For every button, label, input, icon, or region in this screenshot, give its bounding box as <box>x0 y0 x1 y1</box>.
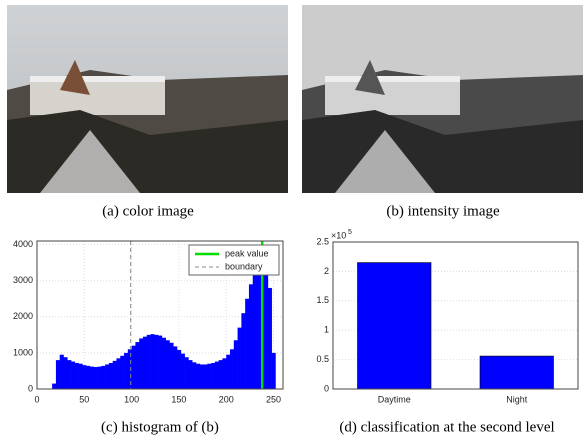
histogram-bar <box>132 346 136 389</box>
histogram-bar <box>154 335 158 389</box>
caption: (d) classification at the second level <box>339 419 554 435</box>
histogram-bar <box>204 364 208 389</box>
histogram-bar <box>166 340 170 389</box>
legend-label: boundary <box>225 261 263 271</box>
histogram-bar <box>128 349 132 389</box>
histogram-bar <box>177 350 181 389</box>
caption: (b) intensity image <box>386 203 500 219</box>
histogram-bar <box>222 358 226 389</box>
histogram-bar <box>173 346 177 389</box>
y-tick-label: 0 <box>28 383 33 393</box>
histogram-bar <box>143 337 147 389</box>
y-offset-power: 5 <box>348 229 352 236</box>
histogram-bar <box>257 259 261 389</box>
histogram-bar <box>162 338 166 389</box>
y-tick-label: 1000 <box>13 347 33 357</box>
y-tick-label: 2 <box>324 266 329 276</box>
histogram-bar <box>268 288 272 389</box>
histogram-bar <box>52 384 56 389</box>
histogram-bar <box>211 363 215 389</box>
x-tick-label: 100 <box>124 394 139 404</box>
bar <box>480 356 554 389</box>
y-tick-label: 0 <box>324 383 329 393</box>
histogram-bar <box>215 362 219 389</box>
histogram-bar <box>151 334 155 389</box>
histogram-bar <box>234 340 238 389</box>
y-tick-label: 0.5 <box>316 354 329 364</box>
histogram-bar <box>196 364 200 389</box>
y-offset-base: ×10 <box>331 230 346 240</box>
histogram-bar <box>147 335 151 389</box>
histogram-bar <box>249 284 253 389</box>
histogram-bar <box>101 366 105 389</box>
histogram-bar <box>60 355 64 389</box>
x-tick-label: Daytime <box>378 394 411 404</box>
histogram-bar <box>135 342 139 389</box>
y-tick-label: 2000 <box>13 311 33 321</box>
histogram-bar <box>67 360 71 389</box>
histogram-bar <box>219 360 223 389</box>
y-tick-label: 3000 <box>13 275 33 285</box>
intensity-photo <box>302 5 583 193</box>
x-tick-label: 150 <box>171 394 186 404</box>
histogram-bar <box>245 299 249 389</box>
histogram-bar <box>253 273 257 389</box>
histogram-bar <box>98 367 102 389</box>
histogram-bar <box>230 349 234 389</box>
histogram-bar <box>207 364 211 389</box>
histogram-bar <box>63 357 67 389</box>
histogram-bar <box>200 364 204 389</box>
x-tick-label: 250 <box>266 394 281 404</box>
caption: (a) color image <box>102 203 194 219</box>
histogram-bar <box>272 353 276 389</box>
x-tick-label: 200 <box>219 394 234 404</box>
histogram-bar <box>139 338 143 389</box>
histogram-bar <box>181 354 185 389</box>
histogram-bar <box>185 357 189 389</box>
histogram-bar <box>120 356 124 389</box>
histogram-bar <box>75 363 79 389</box>
histogram-bar <box>56 360 60 389</box>
histogram-bar <box>79 364 83 389</box>
bar <box>358 263 432 389</box>
figure: (a) color image (b) intensity image (c) … <box>0 0 583 438</box>
x-tick-label: 0 <box>34 394 39 404</box>
histogram-bar <box>238 328 242 389</box>
histogram-bar <box>82 365 86 389</box>
y-tick-label: 1 <box>324 325 329 335</box>
histogram-bar <box>124 353 128 389</box>
color-photo <box>7 5 288 193</box>
histogram-bar <box>158 336 162 389</box>
x-tick-label: Night <box>506 394 528 404</box>
legend-label: peak value <box>225 248 269 258</box>
histogram-bar <box>169 343 173 389</box>
y-tick-label: 4000 <box>13 239 33 249</box>
histogram-bar <box>94 367 98 389</box>
histogram-bar <box>105 364 109 389</box>
histogram-bar <box>113 361 117 389</box>
y-tick-label: 1.5 <box>316 295 329 305</box>
y-tick-label: 2.5 <box>316 236 329 246</box>
histogram-bar <box>109 363 113 389</box>
histogram-bar <box>192 362 196 389</box>
histogram-bar <box>116 358 120 389</box>
histogram-bar <box>188 360 192 389</box>
histogram-bar <box>241 313 245 389</box>
x-tick-label: 50 <box>79 394 89 404</box>
caption: (c) histogram of (b) <box>101 419 219 435</box>
histogram-bar <box>90 367 94 389</box>
histogram-bar <box>264 266 268 389</box>
histogram-bar <box>86 366 90 389</box>
histogram-bar <box>71 362 75 389</box>
histogram-bar <box>226 355 230 389</box>
